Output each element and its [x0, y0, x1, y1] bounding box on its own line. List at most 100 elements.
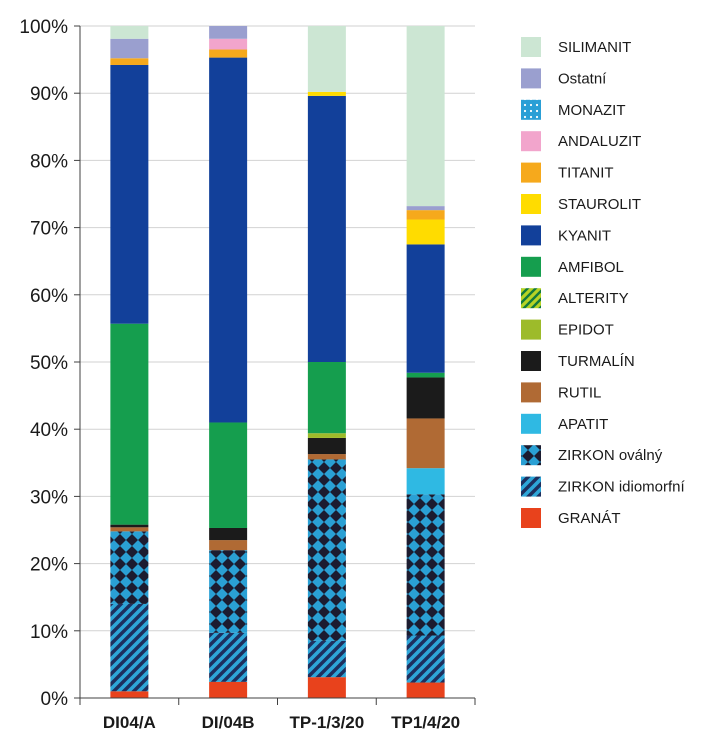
legend-swatch-monazit	[521, 99, 541, 120]
segment-di-04b-granat	[209, 681, 248, 698]
legend-swatch-amfibol	[521, 256, 541, 277]
segment-tp-1-3-20-rutil	[307, 454, 346, 460]
legend-item-zirkon_idio: ZIRKON idiomorfní	[521, 476, 686, 497]
y-tick-label-10: 10%	[30, 622, 68, 643]
segment-tp1-4-20-staurolit	[406, 219, 445, 245]
legend-label-kyanit: KYANIT	[558, 227, 611, 244]
segment-di04-a-silimanit	[110, 26, 149, 39]
y-tick-label-60: 60%	[30, 286, 68, 307]
segment-tp1-4-20-zirkon_oval	[406, 494, 445, 636]
segment-tp-1-3-20-staurolit	[307, 91, 346, 96]
legend-item-epidot: EPIDOT	[521, 319, 614, 340]
bar-di04-a	[110, 26, 149, 698]
segment-di04-a-zirkon_oval	[110, 531, 149, 604]
segment-tp1-4-20-turmalin	[406, 377, 445, 419]
legend-label-rutil: RUTIL	[558, 384, 601, 401]
segment-tp1-4-20-silimanit	[406, 26, 445, 207]
y-tick-label-70: 70%	[30, 219, 68, 240]
y-axis-tick-labels: 0% 10% 20% 30% 40% 50% 60% 70% 80% 90% 100%	[19, 17, 68, 710]
segment-tp-1-3-20-turmalin	[307, 437, 346, 455]
legend-label-alterity: ALTERITY	[558, 290, 629, 307]
segment-tp1-4-20-rutil	[406, 418, 445, 469]
segment-tp1-4-20-titanit	[406, 210, 445, 220]
y-tick-label-90: 90%	[30, 84, 68, 105]
legend-swatch-zirkon_oval	[521, 445, 541, 466]
segment-tp-1-3-20-granat	[307, 677, 346, 698]
segment-tp1-4-20-apatit	[406, 468, 445, 495]
segment-tp-1-3-20-silimanit	[307, 26, 346, 92]
legend-swatch-rutil	[521, 382, 541, 403]
legend-item-monazit: MONAZIT	[521, 99, 626, 120]
legend-item-kyanit: KYANIT	[521, 225, 611, 246]
segment-di04-a-titanit	[110, 58, 149, 65]
legend: SILIMANIT Ostatní MONAZIT ANDALUZIT TITANIT S…	[521, 37, 686, 528]
legend-label-andaluzit: ANDALUZIT	[558, 133, 641, 150]
x-label-di04-a: DI04/A	[103, 713, 156, 732]
segment-tp-1-3-20-zirkon_oval	[307, 459, 346, 641]
bar-tp-1-3-20	[307, 26, 346, 698]
legend-item-turmalin: TURMALÍN	[521, 351, 635, 371]
legend-label-zirkon_oval: ZIRKON oválný	[558, 447, 663, 464]
legend-label-monazit: MONAZIT	[558, 102, 626, 119]
segment-di04-a-granat	[110, 691, 149, 698]
legend-swatch-turmalin	[521, 351, 541, 371]
legend-swatch-alterity	[521, 288, 541, 309]
legend-swatch-staurolit	[521, 194, 541, 214]
y-tick-label-50: 50%	[30, 353, 68, 374]
segment-tp1-4-20-ostatni	[406, 206, 445, 211]
segment-tp-1-3-20-zirkon_idio	[307, 640, 346, 678]
legend-item-granat: GRANÁT	[521, 508, 621, 528]
legend-swatch-granat	[521, 508, 541, 528]
axes	[79, 26, 476, 705]
legend-label-ostatni: Ostatní	[558, 70, 607, 87]
legend-swatch-silimanit	[521, 37, 541, 57]
legend-swatch-andaluzit	[521, 131, 541, 152]
legend-label-turmalin: TURMALÍN	[558, 353, 635, 370]
legend-label-epidot: EPIDOT	[558, 322, 614, 339]
legend-item-staurolit: STAUROLIT	[521, 194, 641, 214]
segment-di04-a-amfibol	[110, 323, 149, 525]
segment-di-04b-titanit	[209, 49, 248, 58]
segment-tp-1-3-20-epidot	[307, 433, 346, 438]
legend-label-zirkon_idio: ZIRKON idiomorfní	[558, 479, 686, 496]
x-label-tp1-4-20: TP1/4/20	[391, 713, 460, 732]
x-label-tp-1-3-20: TP-1/3/20	[290, 713, 365, 732]
legend-label-silimanit: SILIMANIT	[558, 39, 631, 56]
segment-di04-a-ostatni	[110, 38, 149, 59]
y-tick-label-0: 0%	[41, 689, 69, 710]
bar-tp1-4-20	[406, 26, 445, 698]
y-tick-label-20: 20%	[30, 555, 68, 576]
segment-di04-a-rutil	[110, 527, 149, 532]
legend-swatch-apatit	[521, 413, 541, 434]
legend-label-amfibol: AMFIBOL	[558, 259, 624, 276]
legend-swatch-kyanit	[521, 225, 541, 246]
legend-label-titanit: TITANIT	[558, 165, 614, 182]
segment-di-04b-kyanit	[209, 57, 248, 423]
legend-item-rutil: RUTIL	[521, 382, 601, 403]
legend-item-apatit: APATIT	[521, 413, 608, 434]
bars	[110, 26, 445, 698]
x-label-di-04b: DI/04B	[202, 713, 255, 732]
segment-di-04b-zirkon_idio	[209, 632, 248, 682]
legend-label-apatit: APATIT	[558, 416, 608, 433]
segment-di-04b-zirkon_oval	[209, 550, 248, 633]
legend-item-silimanit: SILIMANIT	[521, 37, 631, 57]
segment-di04-a-turmalin	[110, 524, 149, 528]
y-tick-label-100: 100%	[19, 17, 68, 38]
segment-tp-1-3-20-amfibol	[307, 362, 346, 434]
legend-item-alterity: ALTERITY	[521, 288, 629, 309]
legend-item-andaluzit: ANDALUZIT	[521, 131, 641, 152]
y-tick-label-80: 80%	[30, 151, 68, 172]
legend-swatch-ostatni	[521, 68, 541, 89]
segment-di-04b-amfibol	[209, 422, 248, 528]
legend-item-zirkon_oval: ZIRKON oválný	[521, 445, 663, 466]
bar-di-04b	[209, 26, 248, 698]
segment-tp1-4-20-amfibol	[406, 372, 445, 378]
legend-item-amfibol: AMFIBOL	[521, 256, 624, 277]
legend-swatch-epidot	[521, 319, 541, 340]
y-tick-label-30: 30%	[30, 487, 68, 508]
segment-di-04b-turmalin	[209, 527, 248, 541]
segment-di-04b-andaluzit	[209, 38, 248, 50]
segment-di04-a-kyanit	[110, 64, 149, 324]
